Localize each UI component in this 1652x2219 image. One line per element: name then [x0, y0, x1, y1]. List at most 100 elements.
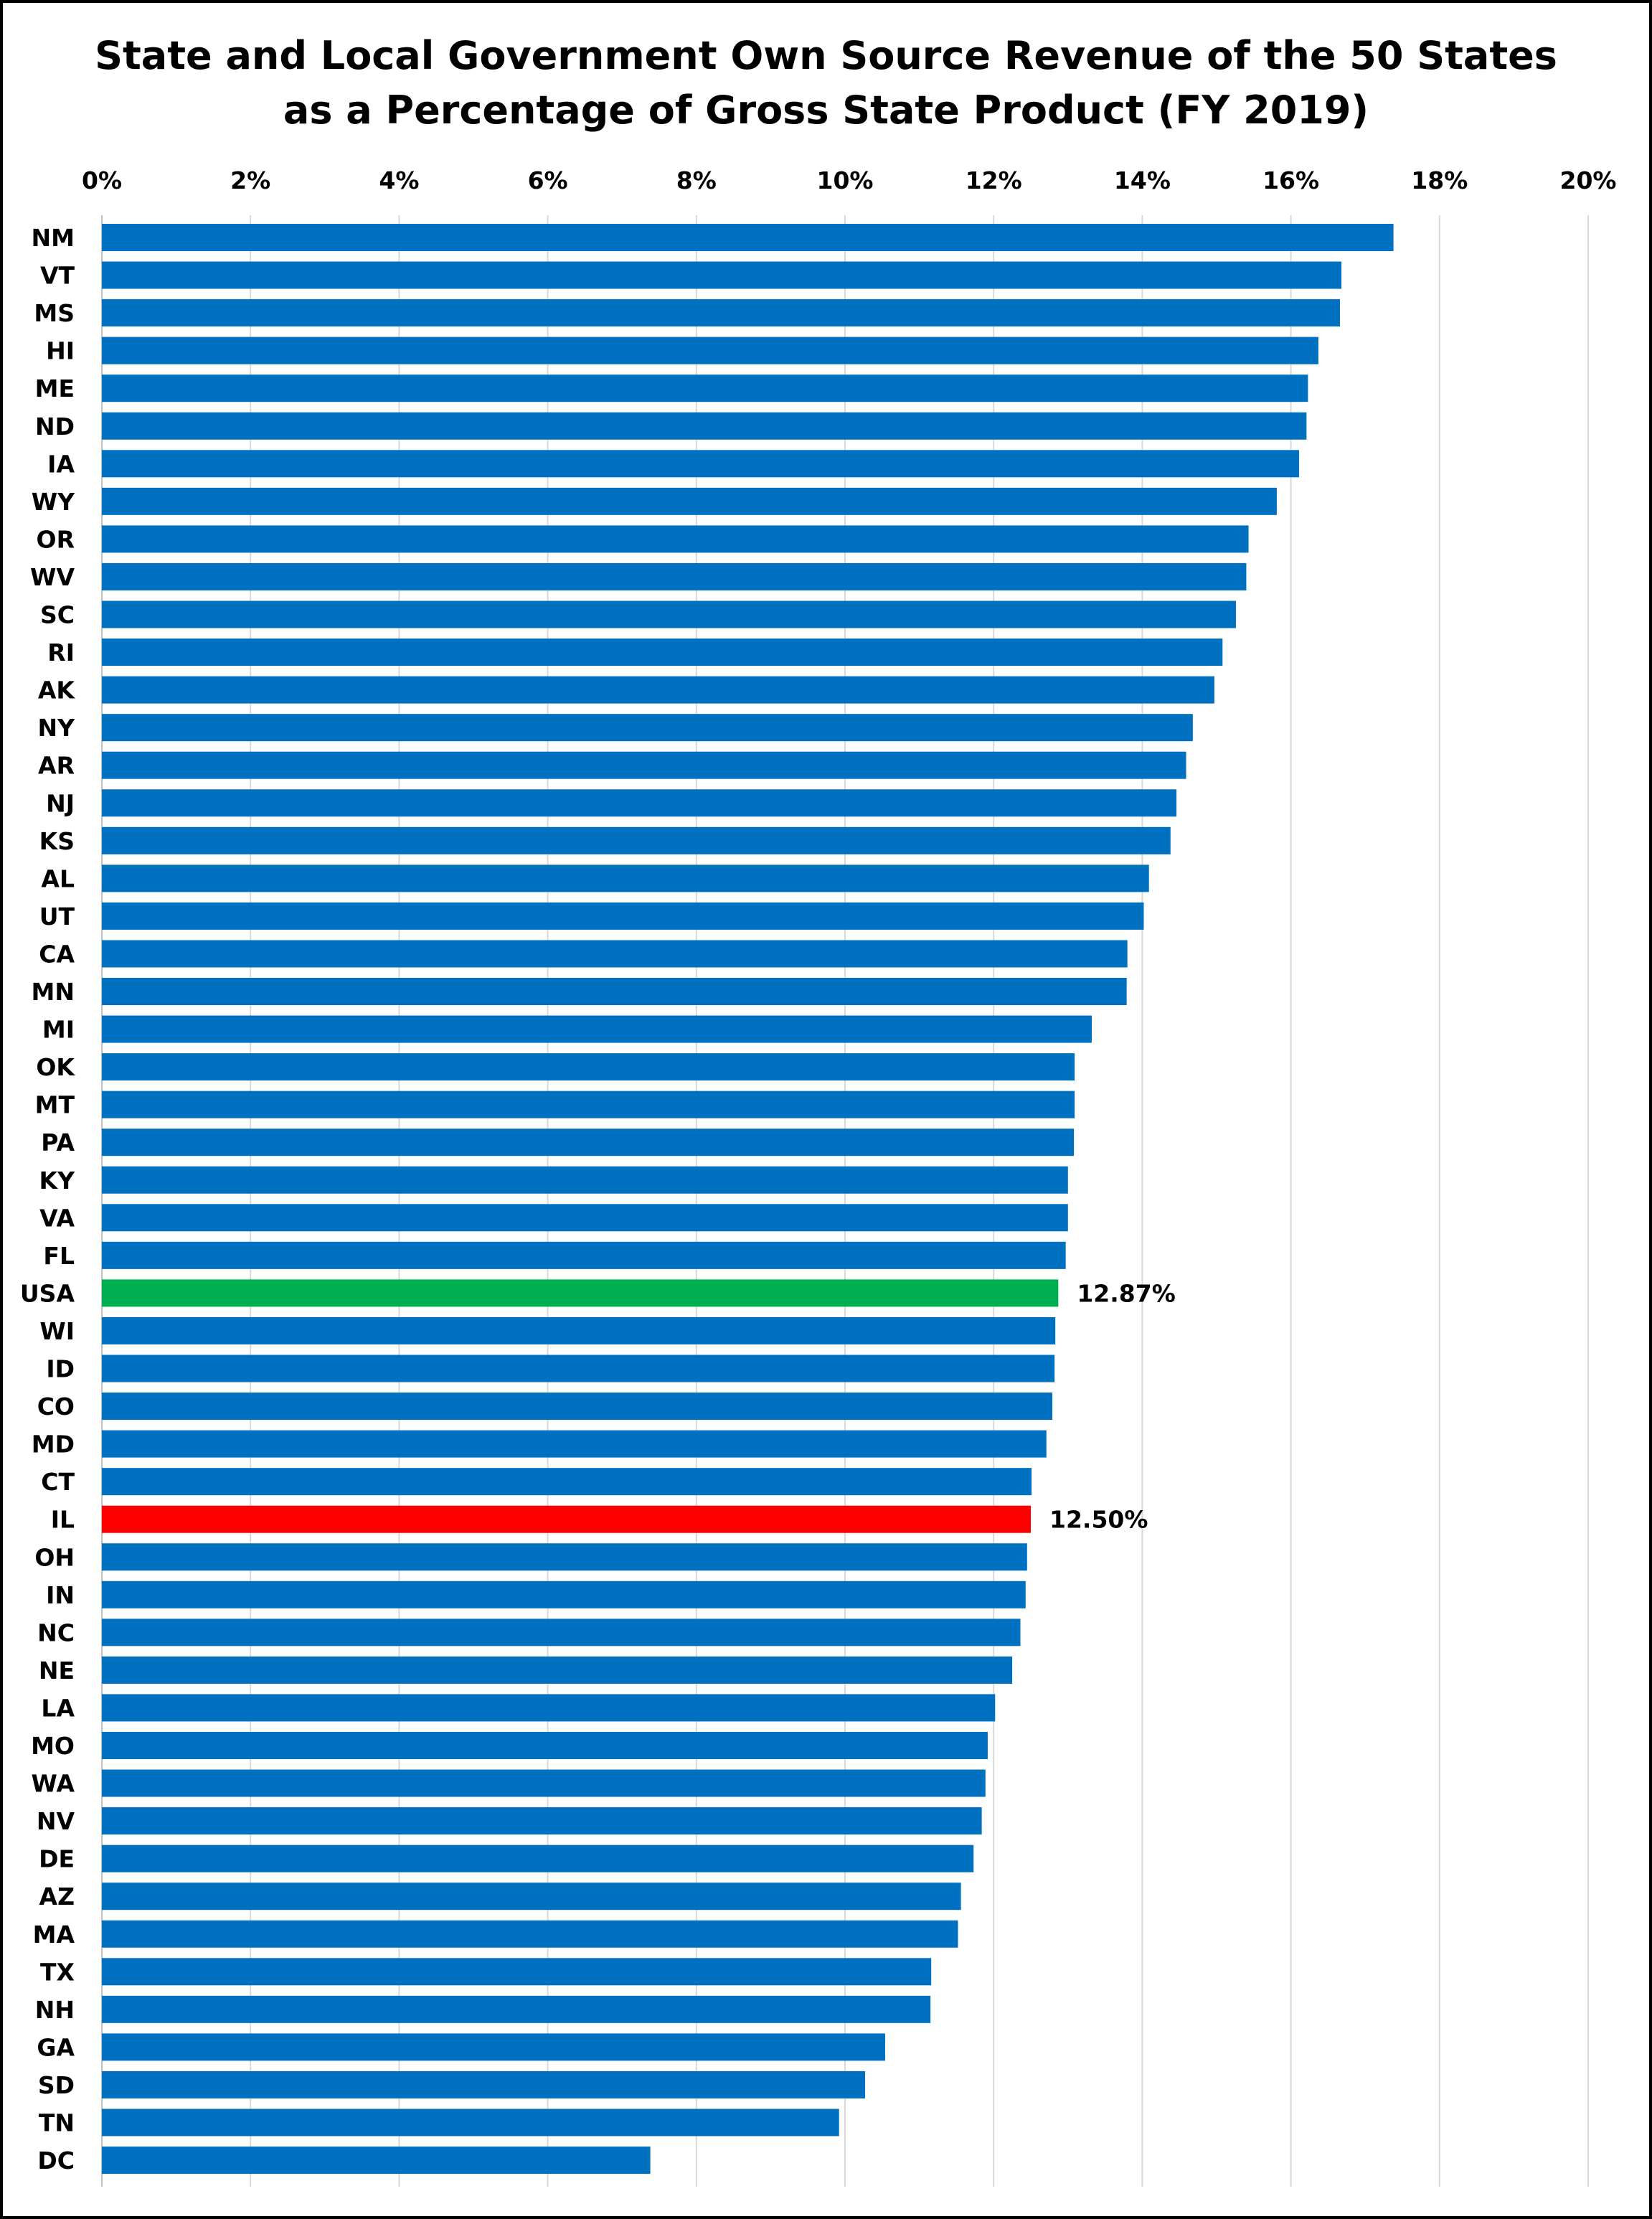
- bar-al: [102, 864, 1149, 892]
- bar-ma: [102, 1920, 958, 1948]
- bar-nd: [102, 412, 1307, 440]
- x-tick-label: 2%: [230, 166, 270, 194]
- x-tick-label: 18%: [1411, 166, 1468, 194]
- x-tick-label: 4%: [379, 166, 419, 194]
- bar-nc: [102, 1619, 1021, 1646]
- bar-ia: [102, 450, 1299, 478]
- category-label: NJ: [46, 789, 75, 817]
- bar-oh: [102, 1543, 1027, 1571]
- category-label: MS: [34, 299, 75, 327]
- category-label: MO: [31, 1732, 75, 1760]
- category-label: VT: [40, 262, 75, 290]
- category-label: SC: [40, 601, 75, 629]
- bar-la: [102, 1694, 996, 1722]
- category-label: WA: [32, 1770, 75, 1798]
- data-labels: 12.87% 12.50%: [1049, 1279, 1176, 1533]
- category-label: KY: [39, 1167, 76, 1195]
- bar-md: [102, 1430, 1047, 1458]
- bar-va: [102, 1204, 1068, 1232]
- category-label: OH: [34, 1543, 75, 1571]
- bar-nm: [102, 224, 1394, 251]
- category-label: GA: [37, 2033, 75, 2061]
- bar-mt: [102, 1090, 1075, 1118]
- bar-az: [102, 1883, 961, 1911]
- chart-title: State and Local Government Own Source Re…: [0, 29, 1652, 138]
- category-label: CO: [37, 1393, 75, 1421]
- bar-sd: [102, 2070, 865, 2098]
- category-label: WI: [39, 1317, 75, 1345]
- bar-ga: [102, 2033, 885, 2061]
- bar-sc: [102, 600, 1236, 628]
- bar-ut: [102, 902, 1144, 930]
- x-tick-label: 14%: [1114, 166, 1171, 194]
- bar-de: [102, 1845, 974, 1872]
- category-label: NC: [37, 1619, 75, 1646]
- category-label: TN: [39, 2109, 75, 2137]
- data-label-il: 12.50%: [1049, 1506, 1148, 1534]
- bar-ak: [102, 676, 1214, 704]
- bar-ri: [102, 639, 1223, 666]
- bar-wv: [102, 562, 1247, 590]
- category-label: MD: [32, 1431, 75, 1459]
- bar-mi: [102, 1015, 1092, 1043]
- bar-tx: [102, 1958, 932, 1986]
- x-tick-label: 12%: [966, 166, 1022, 194]
- bar-ca: [102, 940, 1128, 968]
- category-label: MA: [33, 1921, 75, 1949]
- bar-in: [102, 1580, 1026, 1608]
- bar-ms: [102, 299, 1340, 327]
- category-label: AL: [41, 864, 75, 892]
- bar-mn: [102, 978, 1127, 1005]
- bar-ct: [102, 1468, 1032, 1496]
- x-tick-label: 0%: [82, 166, 122, 194]
- bar-pa: [102, 1129, 1075, 1156]
- category-label: CT: [41, 1468, 75, 1496]
- bar-ks: [102, 826, 1171, 854]
- bar-il: [102, 1505, 1031, 1533]
- category-label: ND: [35, 413, 75, 440]
- category-label: NM: [32, 224, 75, 252]
- category-label: NY: [37, 714, 75, 742]
- bar-wy: [102, 487, 1277, 515]
- category-label: WV: [30, 563, 75, 591]
- bar-ky: [102, 1166, 1068, 1194]
- bar-dc: [102, 2147, 651, 2175]
- bar-usa: [102, 1279, 1059, 1307]
- bar-nv: [102, 1807, 982, 1835]
- category-label: TX: [40, 1958, 75, 1986]
- category-labels: NM VT MS HI ME ND IA WY OR WV SC RI AK NY AR NJ KS AL UT CA…: [20, 224, 76, 2175]
- category-label: IL: [51, 1506, 75, 1534]
- category-label: NV: [37, 1807, 75, 1835]
- category-label: OR: [37, 525, 75, 553]
- category-label: DC: [37, 2147, 75, 2175]
- bar-nh: [102, 1995, 931, 2023]
- bar-fl: [102, 1241, 1066, 1269]
- data-label-usa: 12.87%: [1077, 1279, 1175, 1307]
- x-tick-label: 8%: [676, 166, 717, 194]
- category-label: OK: [36, 1053, 75, 1081]
- category-label: SD: [38, 2071, 75, 2099]
- bar-co: [102, 1393, 1053, 1421]
- category-label: HI: [46, 337, 75, 365]
- category-label: RI: [47, 639, 75, 666]
- bar-me: [102, 374, 1308, 402]
- bar-or: [102, 525, 1249, 553]
- x-tick-label: 16%: [1262, 166, 1319, 194]
- category-label: IN: [46, 1581, 75, 1609]
- category-label: ID: [46, 1355, 75, 1383]
- bar-nj: [102, 789, 1177, 817]
- category-label: PA: [41, 1129, 75, 1156]
- category-label: VA: [39, 1204, 75, 1232]
- category-label: NH: [35, 1996, 75, 2024]
- category-label: MI: [42, 1016, 75, 1044]
- bar-wi: [102, 1316, 1056, 1344]
- x-tick-label: 10%: [817, 166, 874, 194]
- category-label: CA: [39, 940, 75, 968]
- bar-vt: [102, 261, 1342, 289]
- category-label: FL: [43, 1242, 75, 1270]
- bar-ok: [102, 1053, 1075, 1081]
- category-label: USA: [20, 1279, 75, 1307]
- category-label: MT: [35, 1091, 75, 1119]
- x-axis-ticks: 0% 2% 4% 6% 8% 10% 12% 14% 16% 18% 20%: [82, 166, 1617, 194]
